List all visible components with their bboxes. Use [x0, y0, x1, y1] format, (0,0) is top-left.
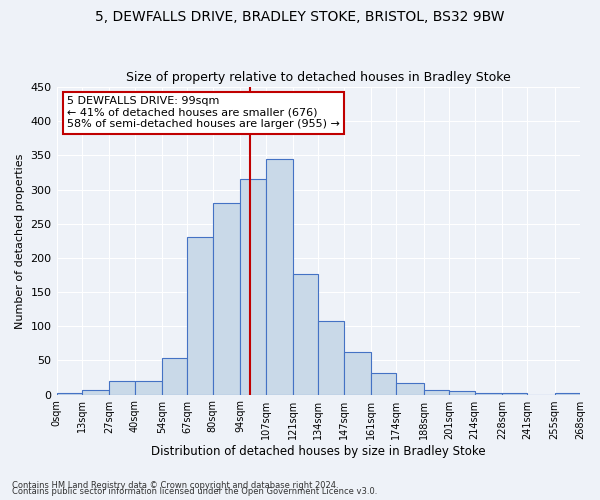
- Bar: [449, 391, 475, 394]
- Bar: [134, 381, 162, 394]
- Bar: [213, 203, 240, 394]
- Bar: [502, 392, 527, 394]
- Bar: [475, 392, 502, 394]
- X-axis label: Distribution of detached houses by size in Bradley Stoke: Distribution of detached houses by size …: [151, 444, 485, 458]
- Text: Contains HM Land Registry data © Crown copyright and database right 2024.: Contains HM Land Registry data © Crown c…: [12, 481, 338, 490]
- Bar: [240, 178, 266, 394]
- Bar: [554, 392, 580, 394]
- Bar: [397, 383, 424, 394]
- Bar: [266, 160, 293, 394]
- Bar: [293, 274, 318, 394]
- Bar: [56, 392, 82, 394]
- Title: Size of property relative to detached houses in Bradley Stoke: Size of property relative to detached ho…: [126, 72, 511, 85]
- Bar: [162, 358, 187, 394]
- Bar: [344, 352, 371, 395]
- Bar: [371, 372, 397, 394]
- Bar: [187, 238, 213, 394]
- Bar: [424, 390, 449, 394]
- Bar: [318, 321, 344, 394]
- Y-axis label: Number of detached properties: Number of detached properties: [15, 153, 25, 328]
- Text: 5 DEWFALLS DRIVE: 99sqm
← 41% of detached houses are smaller (676)
58% of semi-d: 5 DEWFALLS DRIVE: 99sqm ← 41% of detache…: [67, 96, 340, 130]
- Text: Contains public sector information licensed under the Open Government Licence v3: Contains public sector information licen…: [12, 488, 377, 496]
- Bar: [82, 390, 109, 394]
- Text: 5, DEWFALLS DRIVE, BRADLEY STOKE, BRISTOL, BS32 9BW: 5, DEWFALLS DRIVE, BRADLEY STOKE, BRISTO…: [95, 10, 505, 24]
- Bar: [109, 381, 134, 394]
